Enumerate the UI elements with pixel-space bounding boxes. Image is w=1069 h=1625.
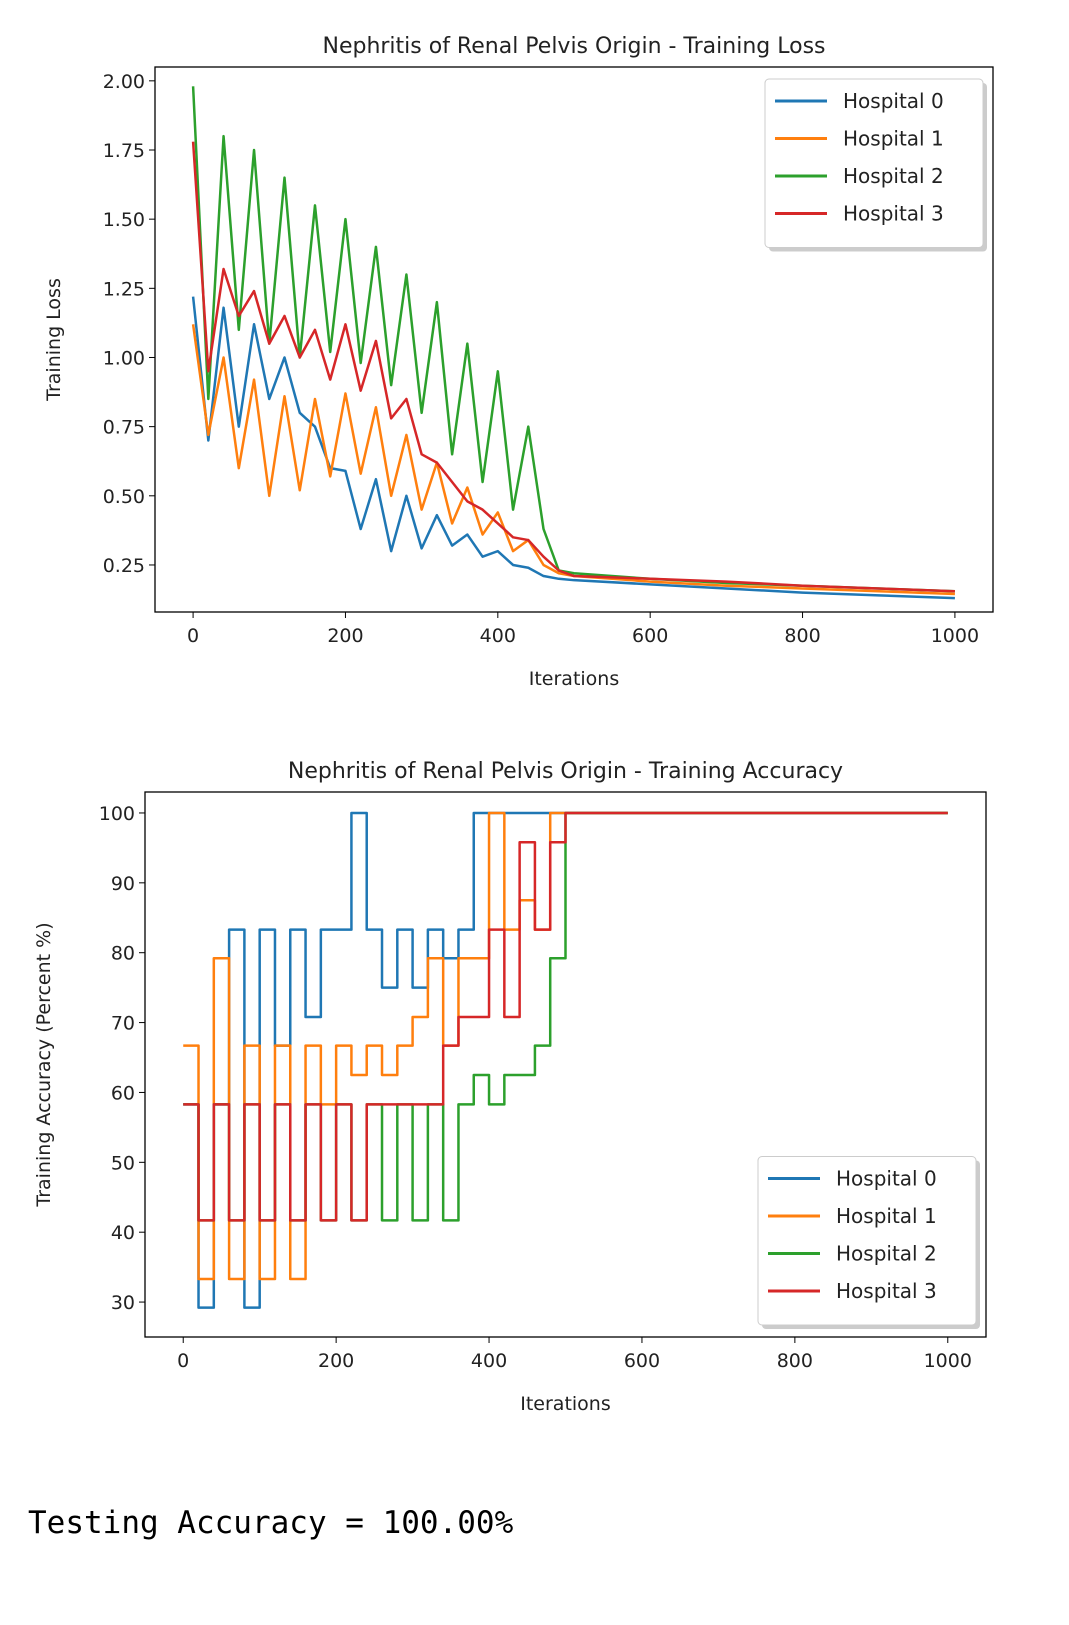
y-tick-label: 1.50 bbox=[103, 209, 145, 231]
x-tick-label: 400 bbox=[480, 625, 516, 647]
y-axis-label: Training Accuracy (Percent %) bbox=[33, 922, 55, 1207]
series-line bbox=[191, 296, 955, 600]
y-tick-label: 60 bbox=[111, 1082, 135, 1104]
y-tick-label: 80 bbox=[111, 943, 135, 965]
x-tick-label: 1000 bbox=[931, 625, 979, 647]
legend-label: Hospital 3 bbox=[836, 1279, 937, 1303]
legend-box bbox=[764, 78, 984, 248]
y-tick-label: 0.25 bbox=[103, 555, 145, 577]
y-tick-label: 70 bbox=[111, 1013, 135, 1035]
y-tick-label: 0.75 bbox=[103, 417, 145, 439]
series-line bbox=[191, 141, 955, 593]
legend-label: Hospital 1 bbox=[836, 1204, 937, 1228]
series-line bbox=[191, 324, 955, 596]
x-tick-label: 0 bbox=[177, 1350, 189, 1372]
legend-label: Hospital 3 bbox=[843, 202, 944, 226]
x-tick-label: 200 bbox=[318, 1350, 354, 1372]
x-tick-label: 600 bbox=[624, 1350, 660, 1372]
legend-label: Hospital 0 bbox=[836, 1167, 937, 1191]
series-line bbox=[183, 811, 948, 1309]
y-tick-label: 0.50 bbox=[103, 486, 145, 508]
legend-box bbox=[757, 1156, 977, 1326]
x-tick-label: 400 bbox=[471, 1350, 507, 1372]
plot-frame bbox=[144, 791, 987, 1338]
y-tick-label: 1.25 bbox=[103, 278, 145, 300]
plot-frame bbox=[154, 66, 994, 613]
chart-title: Nephritis of Renal Pelvis Origin - Train… bbox=[288, 759, 843, 784]
x-tick-label: 200 bbox=[327, 625, 363, 647]
y-tick-label: 30 bbox=[111, 1292, 135, 1314]
x-axis-label: Iterations bbox=[520, 1393, 611, 1415]
x-axis-label: Iterations bbox=[529, 668, 620, 690]
y-tick-label: 50 bbox=[111, 1152, 135, 1174]
y-tick-label: 40 bbox=[111, 1222, 135, 1244]
series-line bbox=[183, 811, 948, 1222]
legend-label: Hospital 1 bbox=[843, 127, 944, 151]
y-tick-label: 1.75 bbox=[103, 140, 145, 162]
y-tick-label: 100 bbox=[99, 803, 135, 825]
legend-label: Hospital 2 bbox=[843, 164, 944, 188]
figure: Nephritis of Renal Pelvis Origin - Train… bbox=[33, 34, 994, 1415]
x-tick-label: 1000 bbox=[924, 1350, 972, 1372]
x-tick-label: 800 bbox=[777, 1350, 813, 1372]
page: Nephritis of Renal Pelvis Origin - Train… bbox=[28, 34, 994, 1541]
output-text: Testing Accuracy = 100.00% bbox=[28, 1505, 514, 1541]
x-tick-label: 600 bbox=[632, 625, 668, 647]
y-tick-label: 1.00 bbox=[103, 347, 145, 369]
y-axis-label: Training Loss bbox=[43, 278, 65, 402]
y-tick-label: 2.00 bbox=[103, 71, 145, 93]
x-tick-label: 800 bbox=[784, 625, 820, 647]
y-tick-label: 90 bbox=[111, 873, 135, 895]
x-tick-label: 0 bbox=[187, 625, 199, 647]
legend-label: Hospital 0 bbox=[843, 89, 944, 113]
legend-label: Hospital 2 bbox=[836, 1242, 937, 1266]
chart-title: Nephritis of Renal Pelvis Origin - Train… bbox=[322, 34, 825, 59]
